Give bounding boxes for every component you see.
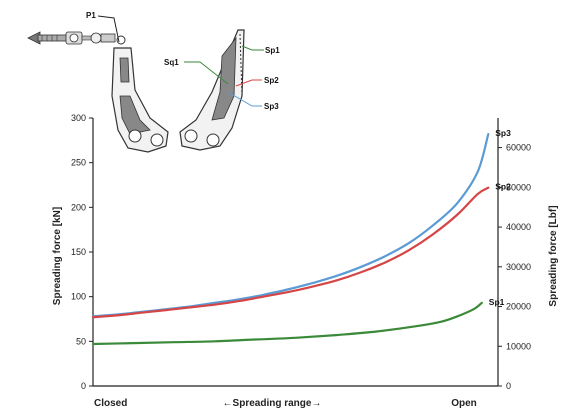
x-axis-end-label: Open (451, 398, 477, 409)
y-right-tick-label: 30000 (506, 262, 531, 272)
y-right-tick-label: 0 (506, 381, 511, 391)
y-left-tick-label: 0 (81, 381, 86, 391)
y-right-tick-label: 10000 (506, 341, 531, 351)
callout-label-p1: P1 (86, 11, 96, 20)
callout-label-sq1: Sq1 (164, 58, 179, 67)
x-axis-start-label: Closed (94, 398, 127, 409)
series-line-sp2 (91, 186, 490, 319)
y-left-tick-label: 50 (76, 336, 86, 346)
y-axis-right-ticks: 0 10000 20000 30000 40000 50000 60000 (498, 143, 531, 391)
y-axis-left-title: Spreading force [kN] (52, 207, 63, 305)
callout-line-sp2 (235, 79, 262, 87)
callout-line-sp3 (227, 91, 262, 107)
series-label-sp1: Sp1 (489, 297, 505, 307)
callout-line-sp1 (241, 45, 264, 51)
y-axis-right-title: Spreading force [Lbf] (548, 205, 559, 306)
callout-line-sq1 (184, 61, 229, 85)
y-right-tick-label: 50000 (506, 182, 531, 192)
y-right-tick-label: 60000 (506, 143, 531, 153)
callout-label-sp3: Sp3 (264, 102, 279, 111)
series-line-sp3 (91, 133, 490, 318)
right-arm-illustration (179, 29, 245, 151)
x-axis-title: ←Spreading range→ (223, 398, 322, 409)
y-axis-left-ticks: 0 50 100 150 200 250 300 (71, 113, 93, 391)
left-arm-illustration (111, 47, 169, 153)
callout-label-sp1: Sp1 (265, 46, 280, 55)
series-labels: Sp3 Sp2 Sp1 (489, 128, 511, 307)
y-left-tick-label: 200 (71, 202, 86, 212)
series-label-sp3: Sp3 (495, 128, 511, 138)
callout-label-sp2: Sp2 (264, 76, 279, 85)
y-right-tick-label: 20000 (506, 302, 531, 312)
y-left-tick-label: 250 (71, 158, 86, 168)
tool-handle-illustration (27, 31, 126, 45)
callout-line-p1 (97, 15, 120, 43)
series-label-sp2: Sp2 (495, 182, 511, 192)
y-left-tick-label: 150 (71, 247, 86, 257)
y-left-tick-label: 300 (71, 113, 86, 123)
spreader-tool-illustration: P1 Sq1 Sp1 Sp2 Sp3 (27, 11, 280, 153)
series-line-sp1 (91, 301, 483, 346)
y-left-tick-label: 100 (71, 292, 86, 302)
y-right-tick-label: 40000 (506, 222, 531, 232)
series-lines (91, 133, 490, 346)
